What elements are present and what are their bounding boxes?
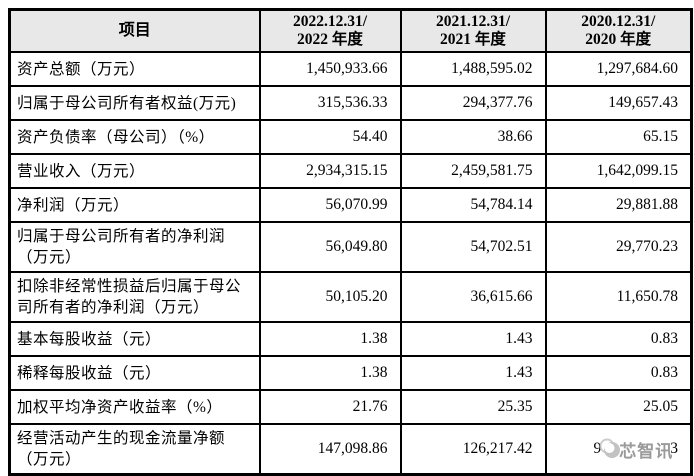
table-row-basic-eps: 基本每股收益（元） 1.38 1.43 0.83 <box>8 321 693 357</box>
obscured-value-end: 3 <box>670 440 678 457</box>
header-item: 项目 <box>8 8 261 53</box>
value-cell: 65.15 <box>544 119 693 155</box>
value-cell: 0.83 <box>544 321 693 357</box>
table-row-revenue: 营业收入（万元） 2,934,315.15 2,459,581.75 1,642… <box>8 153 693 189</box>
row-label: 基本每股收益（元） <box>8 321 261 357</box>
financial-summary-table-page: 项目 2022.12.31/ 2022 年度 2021.12.31/ 2021 … <box>8 8 693 476</box>
table-row-diluted-eps: 稀释每股收益（元） 1.38 1.43 0.83 <box>8 355 693 391</box>
table-row-operating-cash-flow: 经营活动产生的现金流量净额 （万元） 147,098.86 126,217.42… <box>8 423 693 476</box>
value-cell: 1.38 <box>258 355 402 391</box>
value-cell: 25.35 <box>399 389 547 425</box>
value-cell: 1.38 <box>258 321 402 357</box>
value-cell: 11,650.78 <box>544 271 693 323</box>
watermark: 芯智讯 <box>599 437 673 462</box>
value-cell: 147,098.86 <box>258 423 402 476</box>
value-cell: 29,881.88 <box>544 187 693 223</box>
value-cell: 1,297,684.60 <box>544 51 693 87</box>
row-label: 资产总额（万元） <box>8 51 261 87</box>
value-cell: 21.76 <box>258 389 402 425</box>
value-cell: 25.05 <box>544 389 693 425</box>
row-label: 经营活动产生的现金流量净额 （万元） <box>8 423 261 476</box>
table-row-debt-ratio: 资产负债率（母公司）（%） 54.40 38.66 65.15 <box>8 119 693 155</box>
value-cell: 126,217.42 <box>399 423 547 476</box>
row-label: 营业收入（万元） <box>8 153 261 189</box>
row-label: 稀释每股收益（元） <box>8 355 261 391</box>
value-cell: 54.40 <box>258 119 402 155</box>
value-cell: 56,049.80 <box>258 221 402 273</box>
obscured-value-start: 9 <box>593 440 602 457</box>
value-cell: 2,459,581.75 <box>399 153 547 189</box>
value-cell: 294,377.76 <box>399 85 547 121</box>
row-label: 扣除非经常性损益后归属于母公 司所有者的净利润（万元） <box>8 271 261 323</box>
row-label: 净利润（万元） <box>8 187 261 223</box>
table-row-parent-net-profit: 归属于母公司所有者的净利润 （万元） 56,049.80 54,702.51 2… <box>8 221 693 273</box>
value-cell: 56,070.99 <box>258 187 402 223</box>
table-row-total-assets: 资产总额（万元） 1,450,933.66 1,488,595.02 1,297… <box>8 51 693 87</box>
table-row-deducted-net-profit: 扣除非经常性损益后归属于母公 司所有者的净利润（万元） 50,105.20 36… <box>8 271 693 323</box>
value-cell: 50,105.20 <box>258 271 402 323</box>
row-label: 加权平均净资产收益率（%） <box>8 389 261 425</box>
row-label: 归属于母公司所有者权益(万元) <box>8 85 261 121</box>
value-cell: 1,450,933.66 <box>258 51 402 87</box>
table-row-parent-equity: 归属于母公司所有者权益(万元) 315,536.33 294,377.76 14… <box>8 85 693 121</box>
row-label: 资产负债率（母公司）（%） <box>8 119 261 155</box>
value-cell: 1.43 <box>399 355 547 391</box>
value-cell: 1.43 <box>399 321 547 357</box>
header-2020: 2020.12.31/ 2020 年度 <box>544 8 693 53</box>
financial-summary-table: 项目 2022.12.31/ 2022 年度 2021.12.31/ 2021 … <box>8 8 693 476</box>
value-cell: 1,642,099.15 <box>544 153 693 189</box>
value-cell: 38.66 <box>399 119 547 155</box>
value-cell: 36,615.66 <box>399 271 547 323</box>
obscured-value-wrap: 9 芯智讯 3 <box>548 437 678 462</box>
table-row-weighted-roe: 加权平均净资产收益率（%） 21.76 25.35 25.05 <box>8 389 693 425</box>
value-cell: 29,770.23 <box>544 221 693 273</box>
value-cell-obscured: 9 芯智讯 3 <box>544 423 693 476</box>
value-cell: 2,934,315.15 <box>258 153 402 189</box>
value-cell: 54,784.14 <box>399 187 547 223</box>
watermark-text: 芯智讯 <box>619 441 674 461</box>
value-cell: 1,488,595.02 <box>399 51 547 87</box>
value-cell: 315,536.33 <box>258 85 402 121</box>
header-2022: 2022.12.31/ 2022 年度 <box>258 8 402 53</box>
row-label: 归属于母公司所有者的净利润 （万元） <box>8 221 261 273</box>
value-cell: 54,702.51 <box>399 221 547 273</box>
table-header-row: 项目 2022.12.31/ 2022 年度 2021.12.31/ 2021 … <box>8 8 693 53</box>
watermark-logo-icon <box>599 438 621 458</box>
header-2021: 2021.12.31/ 2021 年度 <box>399 8 547 53</box>
table-row-net-profit: 净利润（万元） 56,070.99 54,784.14 29,881.88 <box>8 187 693 223</box>
value-cell: 0.83 <box>544 355 693 391</box>
value-cell: 149,657.43 <box>544 85 693 121</box>
